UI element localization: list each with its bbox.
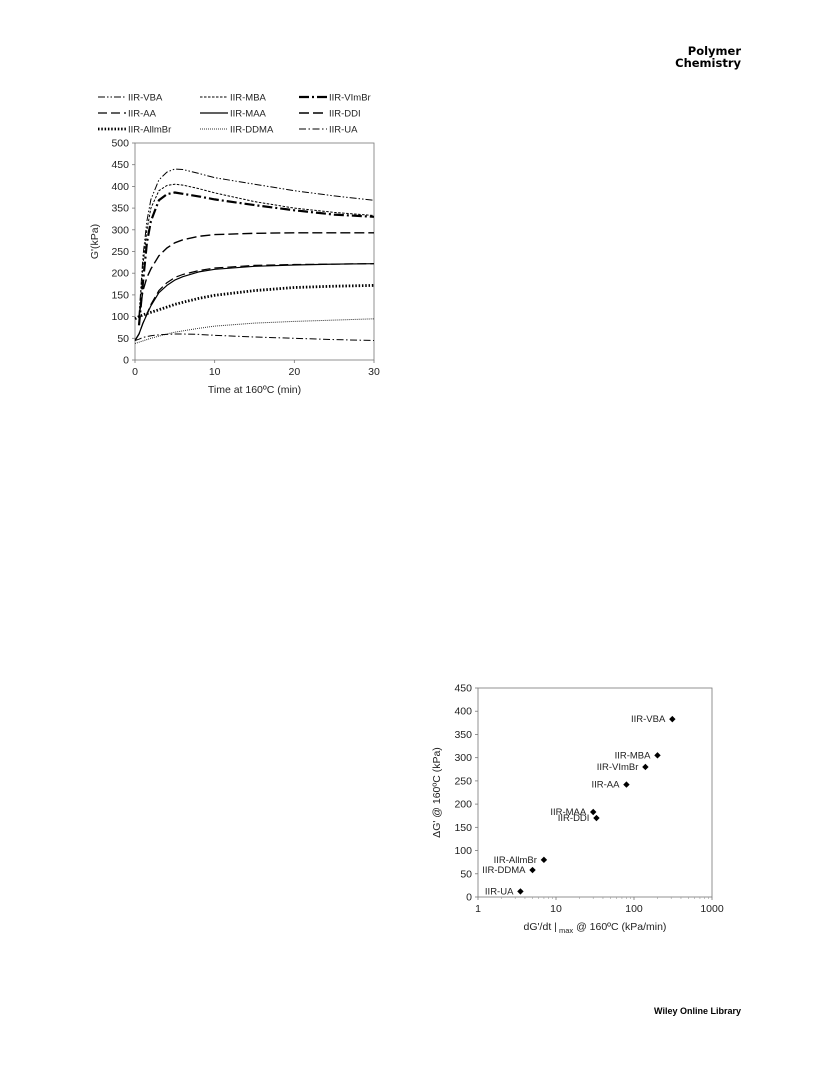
data-point-label: IIR-MBA — [615, 750, 652, 761]
legend-label: IIR-VImBr — [329, 93, 371, 104]
data-point-iir-vba — [669, 715, 676, 723]
series-line-iir-mba — [138, 183, 375, 317]
y-tick-label: 150 — [454, 822, 472, 834]
data-point-label: IIR-MAA — [550, 807, 587, 818]
x-tick-label: 100 — [625, 903, 643, 915]
y-tick-label: 350 — [454, 729, 472, 741]
y-axis-label: G'(kPa) — [89, 224, 101, 259]
y-axis-label: ΔG' @ 160ºC (kPa) — [431, 747, 443, 838]
data-point-iir-ua — [517, 888, 524, 895]
y-tick-label: 150 — [111, 289, 129, 301]
data-point-iir-aa — [623, 781, 630, 788]
y-tick-label: 400 — [111, 181, 129, 193]
modulus-time-chart: 0 50 100 150 200 250 300 350 400 450 500 0 10 20 30 Tim… — [89, 93, 380, 397]
legend-label: IIR-UA — [329, 125, 358, 136]
legend-label: IIR-VBA — [128, 93, 163, 104]
y-tick-label: 300 — [111, 224, 129, 236]
data-point-label: IIR-DDMA — [482, 865, 526, 876]
y-tick-label: 450 — [111, 159, 129, 171]
series-line-iir-vba — [138, 168, 375, 317]
data-point-label: IIR-DDI — [558, 813, 590, 824]
legend-label: IIR-DDMA — [230, 125, 274, 136]
y-tick-label: 250 — [454, 775, 472, 787]
y-tick-label: 200 — [111, 268, 129, 280]
x-tick-label: 10 — [550, 903, 562, 915]
x-tick-label: 20 — [288, 366, 300, 378]
data-point-label: IIR-AA — [591, 780, 620, 791]
y-tick-label: 50 — [460, 868, 472, 880]
legend-label: IIR-MBA — [230, 93, 267, 104]
plot-area — [477, 687, 713, 898]
y-tick-label: 400 — [454, 706, 472, 718]
series-line-iir-allmbr — [134, 284, 375, 321]
x-tick-label: 10 — [209, 366, 221, 378]
legend-label: IIR-AA — [128, 109, 157, 120]
y-tick-label: 300 — [454, 752, 472, 764]
y-tick-label: 200 — [454, 799, 472, 811]
series-line-iir-maa — [134, 263, 375, 341]
data-point-iir-vimbr — [642, 763, 649, 771]
data-point-iir-ddma — [529, 866, 536, 874]
y-tick-label: 0 — [123, 355, 129, 367]
data-point-iir-mba — [654, 752, 661, 759]
x-tick-label: 1000 — [700, 903, 724, 915]
data-point-label: IIR-AllmBr — [494, 855, 537, 866]
y-tick-label: 50 — [117, 333, 129, 345]
journal-name-line1: Polymer — [687, 44, 741, 58]
x-axis-label: dG'/dt | max @ 160ºC (kPa/min) — [524, 921, 667, 935]
legend-label: IIR-AllmBr — [128, 125, 171, 136]
data-point-iir-maa — [590, 808, 597, 816]
x-tick-label: 1 — [475, 903, 481, 915]
y-tick-label: 0 — [466, 892, 472, 904]
series-line-iir-ua — [134, 333, 375, 341]
y-tick-label: 350 — [111, 203, 129, 215]
y-tick-label: 500 — [111, 138, 129, 150]
series-line-iir-ddi — [138, 232, 374, 317]
data-point-label: IIR-VImBr — [597, 762, 639, 773]
x-axis-label: Time at 160ºC (min) — [208, 384, 301, 396]
data-point-label: IIR-UA — [485, 886, 514, 897]
y-tick-label: 250 — [111, 246, 129, 258]
data-point-iir-allmbr — [540, 856, 548, 864]
x-tick-label: 0 — [132, 366, 138, 378]
journal-name-line2: Chemistry — [675, 56, 741, 70]
y-tick-label: 100 — [454, 845, 472, 857]
legend-label: IIR-MAA — [230, 109, 267, 120]
journal-name: Polymer Chemistry — [675, 45, 741, 69]
series-line-iir-vimbr — [137, 191, 375, 326]
data-point-label: IIR-VBA — [631, 714, 666, 725]
data-point-iir-ddi — [593, 814, 600, 822]
y-tick-label: 100 — [111, 311, 129, 323]
footer-publisher: Wiley Online Library — [654, 1006, 741, 1016]
legend-label: IIR-DDI — [329, 109, 361, 120]
y-tick-label: 450 — [454, 683, 472, 695]
x-tick-label: 30 — [368, 366, 380, 378]
